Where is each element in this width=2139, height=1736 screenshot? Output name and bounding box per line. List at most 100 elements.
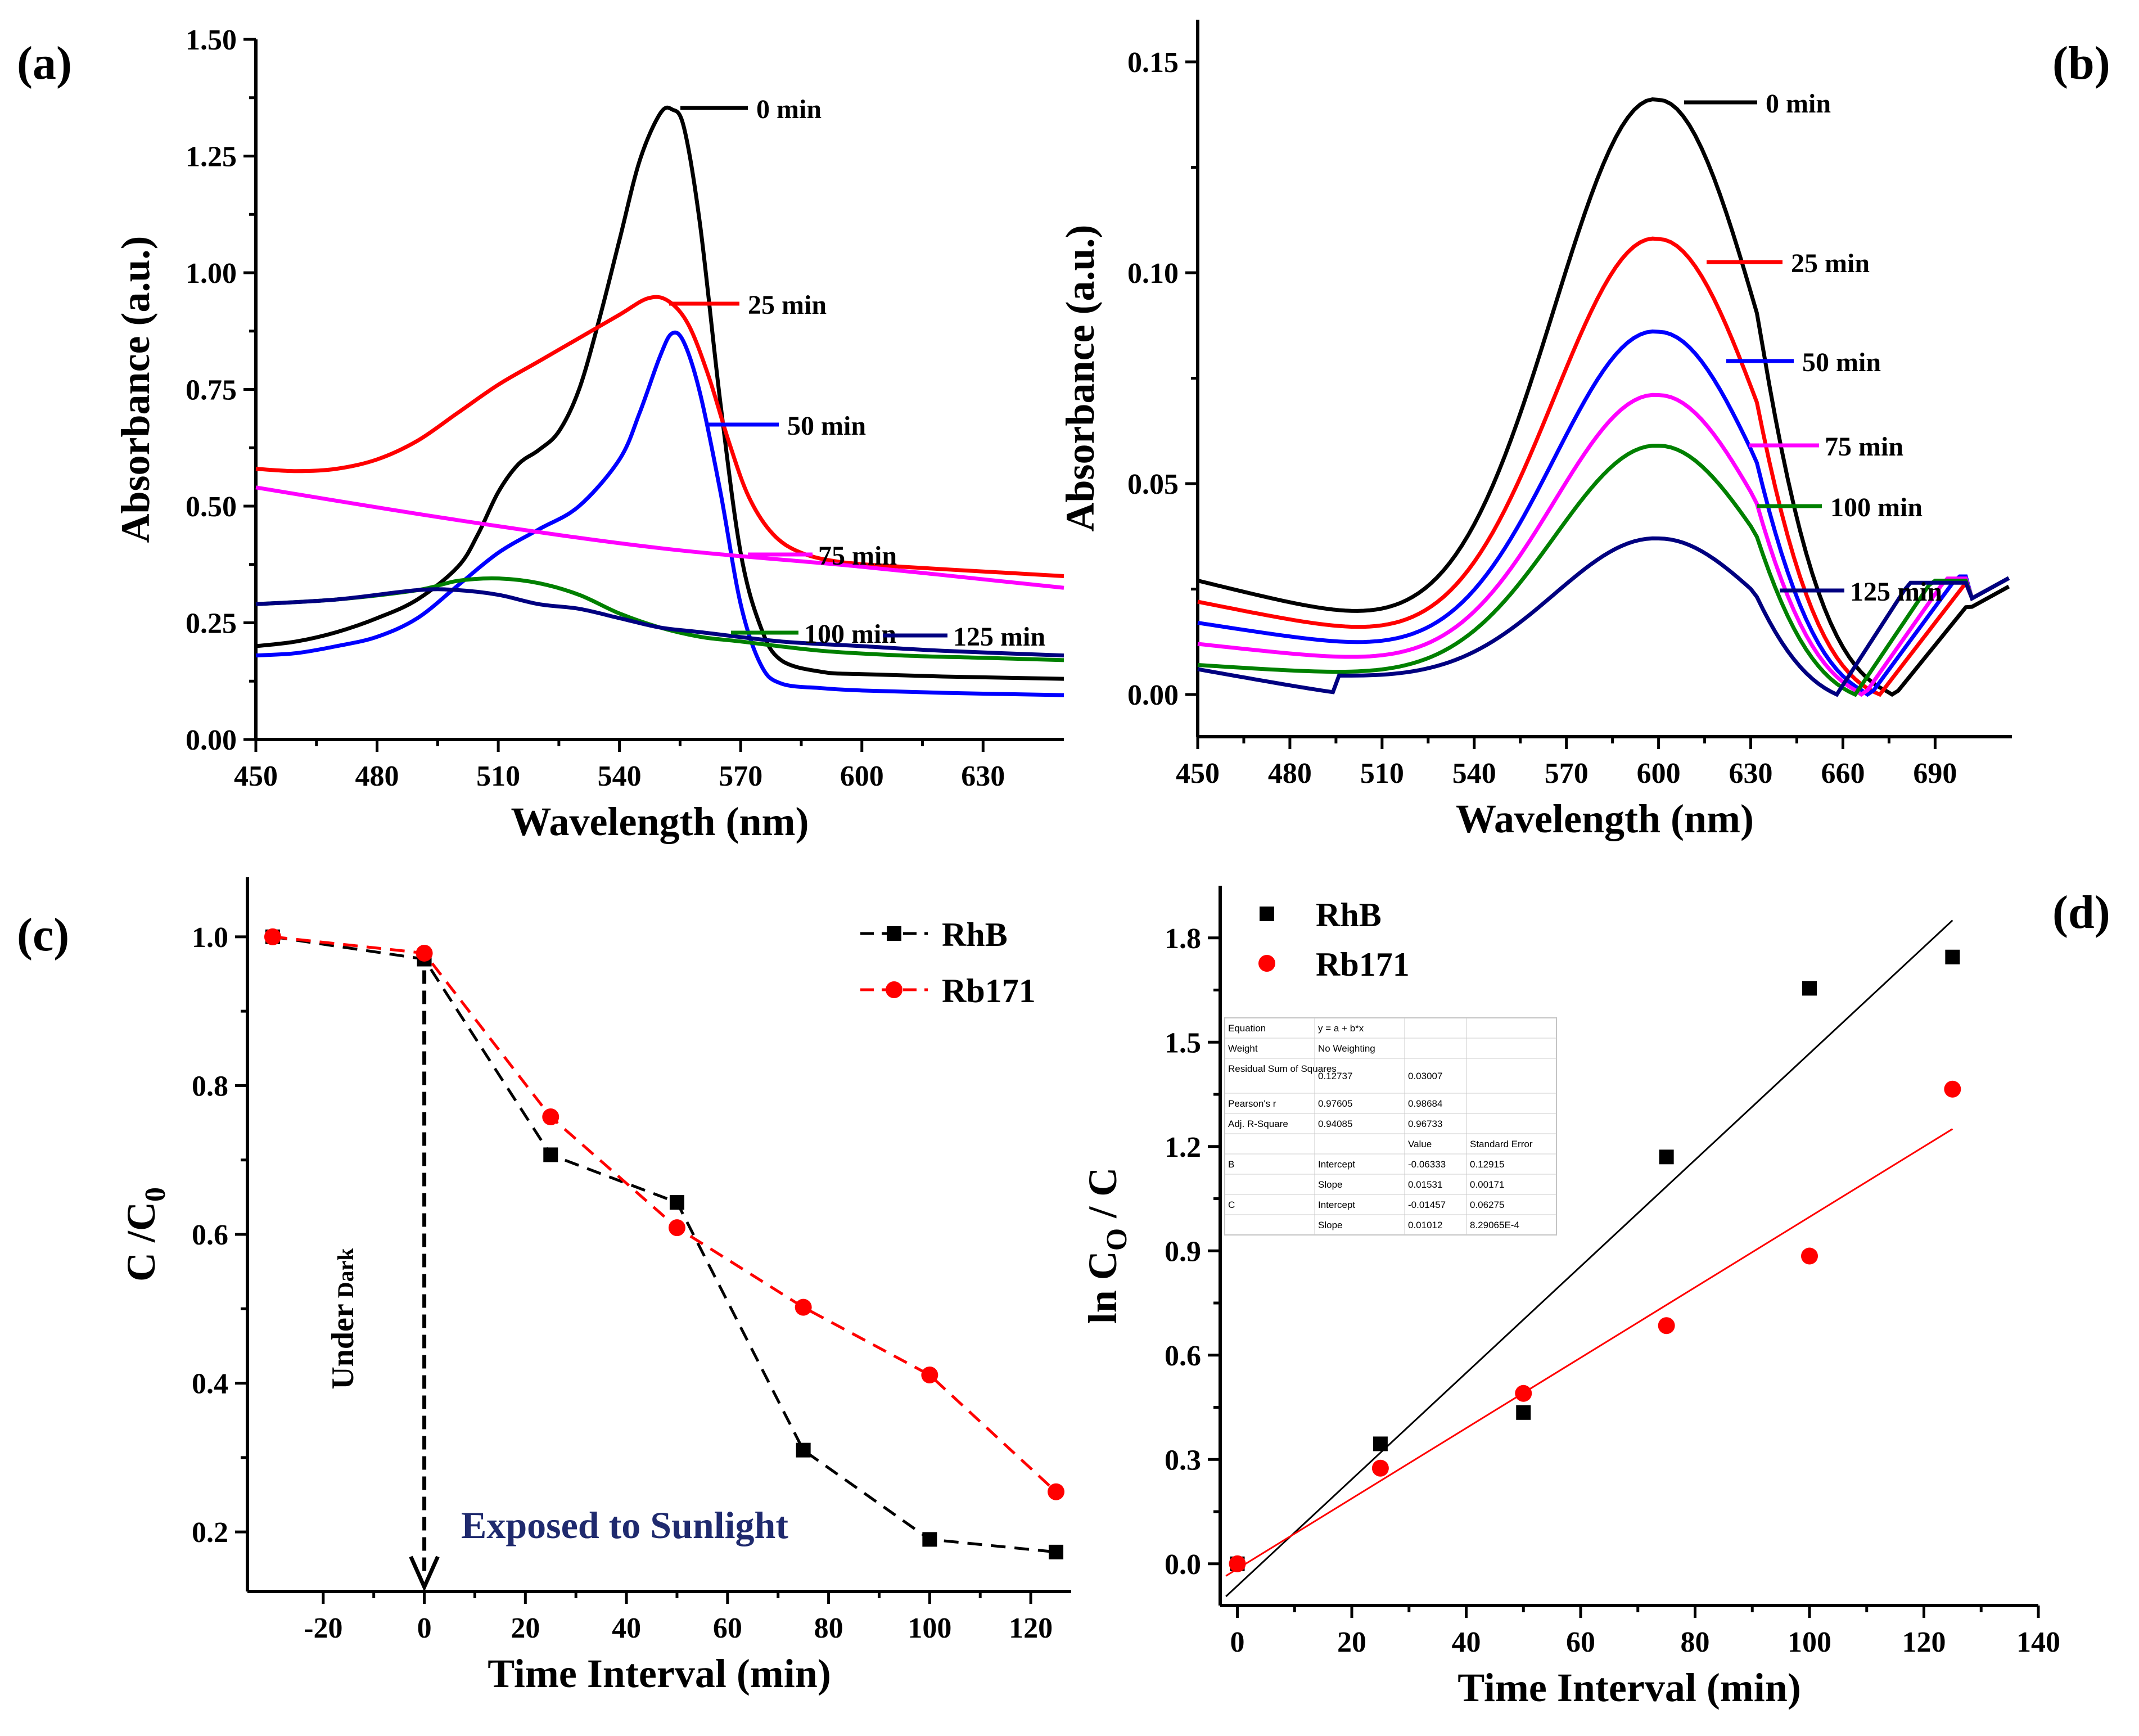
x-tick-label: 480 bbox=[355, 760, 399, 792]
series-line-100-min bbox=[1197, 443, 2010, 697]
fit-table-cell bbox=[1466, 1214, 1557, 1236]
y-tick-label: 0.15 bbox=[1127, 47, 1179, 79]
legend-marker-square bbox=[1260, 907, 1274, 921]
fit-table-text: 0.03007 bbox=[1408, 1071, 1442, 1081]
fit-line-RhB bbox=[1225, 919, 1953, 1597]
series-line-50-min bbox=[1197, 329, 2010, 697]
fit-table-text: Adj. R-Square bbox=[1228, 1119, 1288, 1129]
x-tick-label: 20 bbox=[511, 1612, 540, 1644]
curve-label: 0 min bbox=[756, 94, 822, 124]
curve-label: 25 min bbox=[748, 290, 827, 320]
data-point-circle bbox=[1229, 1555, 1246, 1572]
fit-table-text: 0.12737 bbox=[1318, 1071, 1352, 1081]
curve-label: 50 min bbox=[1802, 348, 1881, 377]
x-tick-label: 600 bbox=[1637, 757, 1681, 790]
y-axis-title: ln CO / C bbox=[1080, 1167, 1133, 1324]
data-point-circle bbox=[921, 1367, 938, 1384]
y-tick-label: 0.50 bbox=[186, 491, 237, 523]
x-tick-label: 20 bbox=[1337, 1626, 1366, 1658]
fit-table: Equation y = a + b*x Weight No Weighting Res… bbox=[1224, 1017, 1557, 1236]
data-point-square bbox=[543, 1147, 558, 1162]
data-point-circle bbox=[1371, 1459, 1389, 1477]
x-tick-label: 510 bbox=[476, 760, 520, 792]
y-axis-title-sub: 0 bbox=[139, 1187, 172, 1202]
y-tick-label: 0.0 bbox=[1165, 1549, 1201, 1581]
exposed-sunlight-label: Exposed to Sunlight bbox=[461, 1504, 788, 1546]
data-point-square bbox=[922, 1532, 937, 1547]
fit-line-Rb171 bbox=[1225, 1128, 1953, 1577]
fit-table-text: 0.96733 bbox=[1408, 1119, 1442, 1129]
y-tick-label: 1.2 bbox=[1165, 1131, 1201, 1164]
x-tick-label: 100 bbox=[1788, 1626, 1831, 1658]
y-tick-label: 0.10 bbox=[1127, 258, 1179, 290]
data-point-square bbox=[1659, 1149, 1674, 1165]
series-line-25-min bbox=[255, 295, 1064, 578]
panel-label-b: (b) bbox=[2052, 37, 2110, 89]
fit-table-text: 0.01531 bbox=[1408, 1179, 1442, 1190]
x-tick-label: 60 bbox=[713, 1612, 742, 1644]
x-tick-label: 450 bbox=[1176, 757, 1220, 790]
x-tick-label: 80 bbox=[1681, 1626, 1710, 1658]
x-tick-label: 120 bbox=[1009, 1612, 1053, 1644]
legend-label: RhB bbox=[942, 916, 1008, 953]
x-tick-label: 80 bbox=[814, 1612, 843, 1644]
fit-table-text: 0.97605 bbox=[1318, 1098, 1352, 1109]
data-point-circle bbox=[1801, 1247, 1818, 1265]
fit-table-text: Pearson's r bbox=[1228, 1098, 1276, 1109]
data-point-circle bbox=[795, 1298, 812, 1316]
fit-table-text: 0.94085 bbox=[1318, 1119, 1352, 1129]
curve-label: 125 min bbox=[1850, 577, 1942, 607]
fit-table-text: -0.01457 bbox=[1408, 1200, 1446, 1210]
y-tick-label: 0.25 bbox=[186, 608, 237, 640]
y-axis-title: C /C0 bbox=[119, 1187, 172, 1282]
fit-table-text: 0.00171 bbox=[1470, 1179, 1504, 1190]
x-axis-title: Time Interval (min) bbox=[488, 1651, 831, 1696]
dark-arrow-head bbox=[409, 1555, 440, 1592]
x-tick-label: -20 bbox=[304, 1612, 342, 1644]
series-line-125-min bbox=[255, 587, 1064, 658]
series-line-RhB bbox=[272, 935, 1057, 1554]
legend-marker-square bbox=[887, 926, 901, 941]
curve-label: 125 min bbox=[953, 622, 1045, 652]
y-tick-label: 1.50 bbox=[186, 24, 237, 56]
data-point-circle bbox=[1048, 1483, 1065, 1500]
fit-table-text: Slope bbox=[1318, 1179, 1342, 1190]
fit-table-text: Intercept bbox=[1318, 1159, 1355, 1170]
y-axis-title-main: ln C bbox=[1080, 1251, 1125, 1324]
series-line-25-min bbox=[1197, 236, 2010, 697]
under-dark-main: Under bbox=[326, 1304, 360, 1389]
panel-label-d: (d) bbox=[2052, 886, 2110, 939]
y-tick-label: 0.4 bbox=[192, 1368, 228, 1400]
fit-table-border bbox=[1224, 1017, 1557, 1236]
x-tick-label: 60 bbox=[1566, 1626, 1595, 1658]
y-tick-label: 0.9 bbox=[1165, 1236, 1201, 1268]
legend-marker-circle bbox=[886, 981, 902, 998]
fit-table-text: Residual Sum of Squares bbox=[1228, 1063, 1337, 1074]
data-point-circle bbox=[1944, 1080, 1961, 1098]
y-tick-label: 0.00 bbox=[186, 724, 237, 756]
x-tick-label: 0 bbox=[417, 1612, 432, 1644]
curve-label: 25 min bbox=[1791, 249, 1870, 278]
curve-label: 75 min bbox=[818, 541, 897, 571]
y-tick-label: 0.6 bbox=[192, 1219, 228, 1251]
x-tick-label: 0 bbox=[1230, 1626, 1245, 1658]
panel-label-a: (a) bbox=[17, 37, 72, 89]
y-tick-label: 0.00 bbox=[1127, 679, 1179, 711]
data-point-circle bbox=[1515, 1385, 1532, 1402]
fit-table-text: 0.01012 bbox=[1408, 1220, 1442, 1230]
x-tick-label: 100 bbox=[908, 1612, 951, 1644]
curve-label: 100 min bbox=[1830, 493, 1923, 522]
curve-label: 100 min bbox=[804, 619, 896, 649]
fit-table-text: No Weighting bbox=[1318, 1043, 1375, 1054]
y-tick-label: 0.8 bbox=[192, 1070, 228, 1102]
fit-table-text: 0.12915 bbox=[1470, 1159, 1504, 1170]
data-point-circle bbox=[1658, 1317, 1675, 1334]
x-tick-label: 540 bbox=[1452, 757, 1496, 790]
x-tick-label: 540 bbox=[598, 760, 642, 792]
x-tick-label: 510 bbox=[1360, 757, 1404, 790]
x-tick-label: 450 bbox=[234, 760, 278, 792]
y-tick-label: 0.6 bbox=[1165, 1340, 1201, 1372]
data-point-circle bbox=[416, 944, 433, 962]
legend-marker-circle bbox=[1258, 955, 1275, 972]
